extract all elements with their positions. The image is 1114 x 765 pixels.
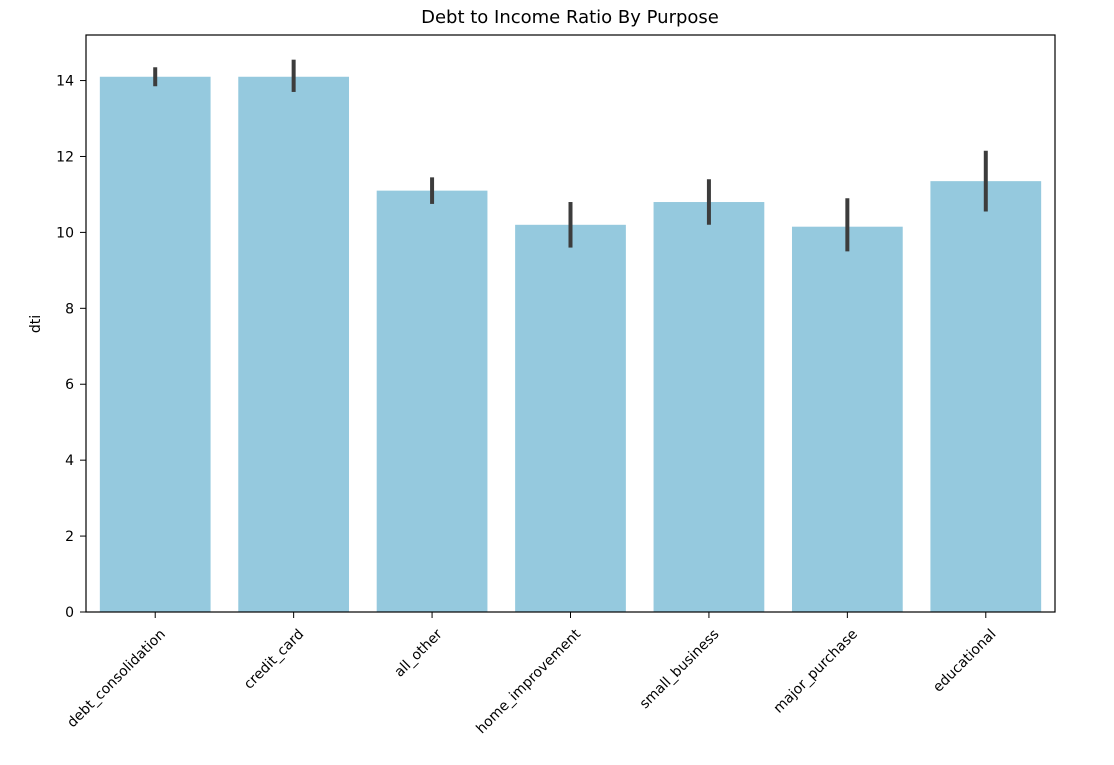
bar-debt-consolidation	[99, 76, 211, 612]
x-tick-label: all_other	[391, 626, 445, 680]
y-tick-label: 2	[65, 529, 74, 545]
x-tick-label: debt_consolidation	[64, 626, 169, 731]
bar-home-improvement	[515, 224, 626, 613]
x-tick-label: credit_card	[241, 626, 307, 692]
bar-major-purchase	[791, 226, 903, 612]
y-tick-label: 8	[65, 301, 74, 317]
y-tick-label: 14	[56, 74, 74, 90]
y-tick-label: 4	[65, 453, 74, 469]
errorbars-layer	[153, 59, 988, 252]
y-axis-label: dti	[28, 315, 44, 333]
bar-credit-card	[238, 76, 350, 612]
y-axis: 0 2 4 6 8 10 12 14	[56, 74, 86, 621]
bar-all-other	[376, 190, 488, 612]
x-tick-label: small_business	[637, 626, 723, 712]
x-axis: debt_consolidation credit_card all_other ho…	[64, 612, 999, 737]
bars-layer	[99, 76, 1042, 613]
y-tick-label: 12	[56, 149, 74, 165]
x-tick-label: educational	[930, 626, 999, 695]
x-tick-label: home_improvement	[473, 626, 584, 737]
x-tick-label: major_purchase	[771, 626, 861, 716]
chart-title: Debt to Income Ratio By Purpose	[421, 7, 719, 28]
y-tick-label: 0	[65, 605, 74, 621]
bar-educational	[930, 181, 1042, 613]
plot-frame	[85, 34, 1056, 613]
y-tick-label: 10	[56, 225, 74, 241]
bar-small-business	[653, 202, 765, 613]
y-tick-label: 6	[65, 377, 74, 393]
